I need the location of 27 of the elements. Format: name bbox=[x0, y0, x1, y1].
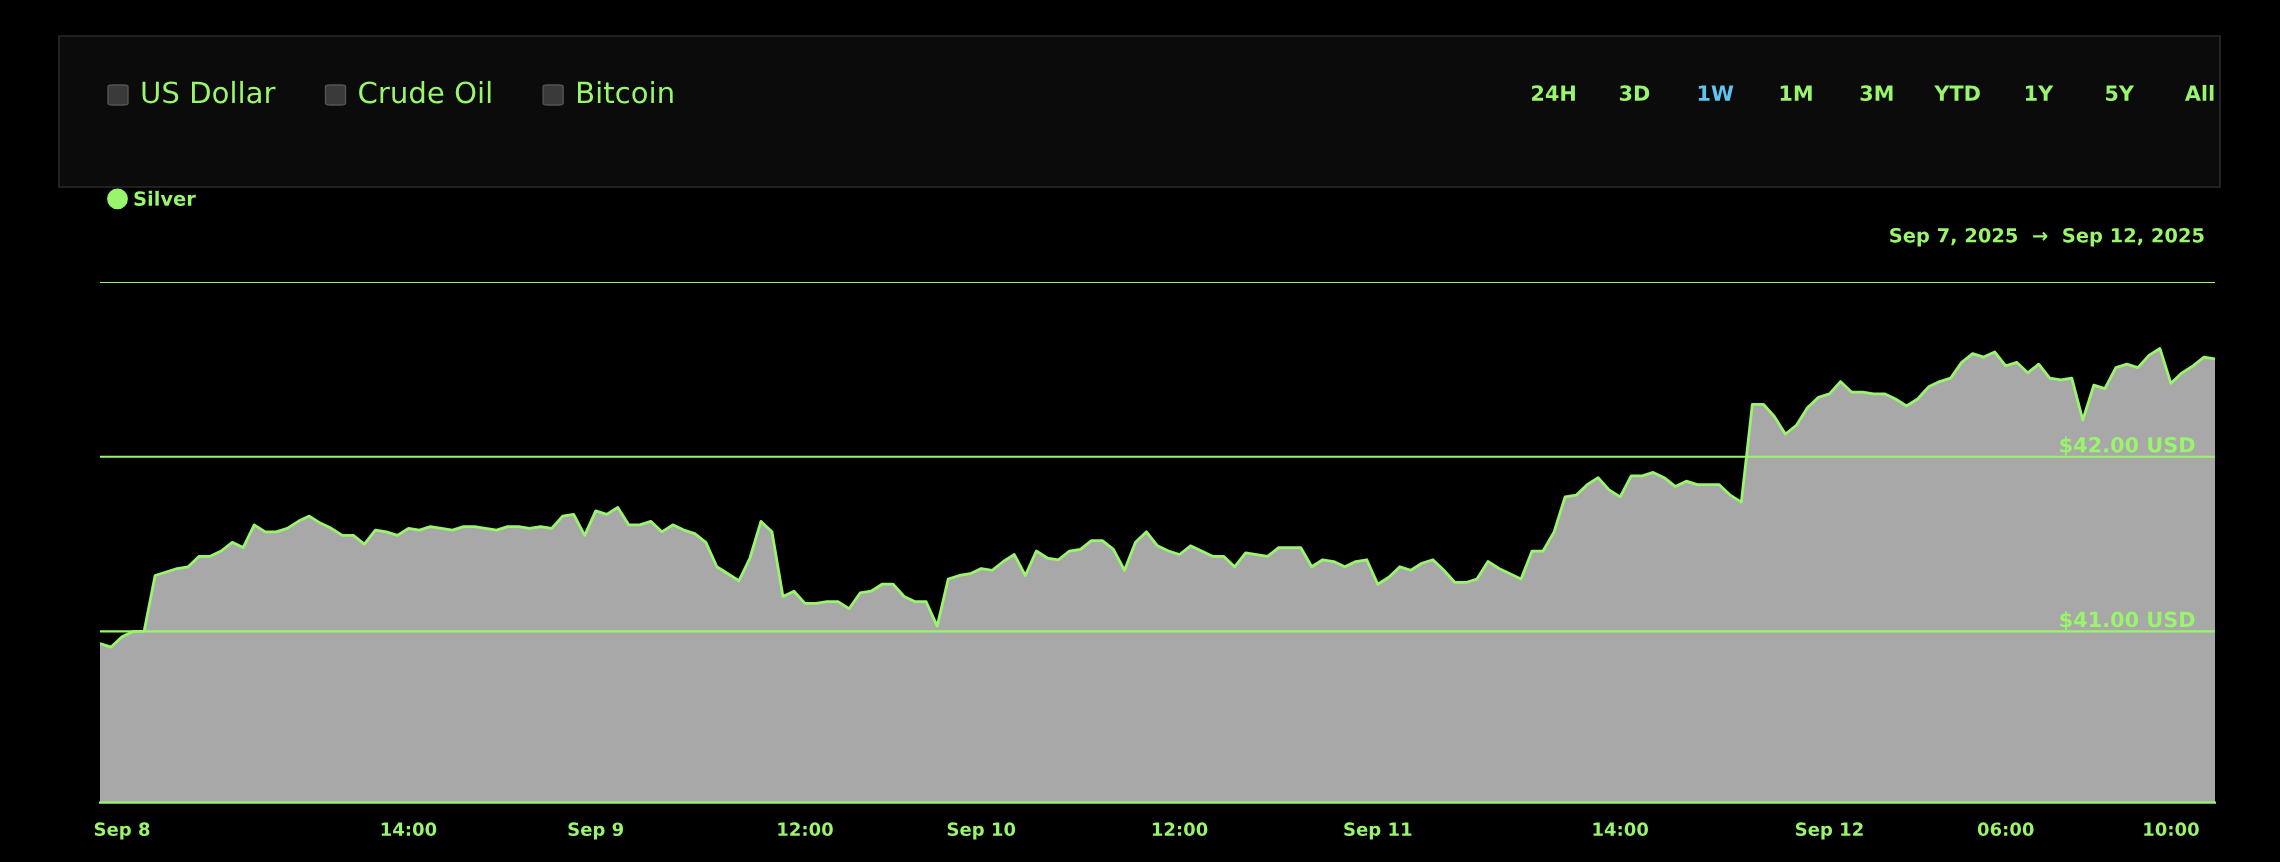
x-tick-label: Sep 9 bbox=[568, 822, 624, 840]
text: 1Y bbox=[2025, 85, 2054, 101]
text: Bitcoin bbox=[577, 80, 673, 104]
text: 3D bbox=[1619, 85, 1650, 102]
text: Crude Oil bbox=[359, 80, 491, 104]
text: All bbox=[2184, 84, 2214, 101]
x-tick-label: 12:00 bbox=[1152, 822, 1208, 837]
x-tick-label: 14:00 bbox=[1593, 822, 1649, 837]
y-tick-label: $42.00 USD bbox=[2060, 436, 2195, 456]
x-tick-label: 06:00 bbox=[1977, 822, 2034, 837]
x-tick-label: 10:00 bbox=[2144, 822, 2199, 837]
legend-label: Silver bbox=[134, 190, 196, 206]
text: 1M bbox=[1780, 85, 1812, 101]
x-tick-label: 14:00 bbox=[381, 822, 437, 837]
chart-subtitle: Sep 7, 2025 → Sep 12, 2025 bbox=[1890, 227, 2204, 247]
text: 5Y bbox=[2106, 85, 2135, 102]
x-tick-label: Sep 12 bbox=[1795, 822, 1863, 840]
text: US Dollar bbox=[142, 80, 276, 104]
x-tick-label: Sep 10 bbox=[947, 822, 1016, 840]
x-tick-label: 12:00 bbox=[778, 822, 833, 837]
x-tick-label: Sep 8 bbox=[94, 822, 150, 840]
text: 1W bbox=[1698, 85, 1734, 101]
text: 24H bbox=[1532, 85, 1575, 101]
x-tick-label: Sep 11 bbox=[1344, 822, 1412, 840]
y-tick-label: $41.00 USD bbox=[2060, 611, 2195, 631]
text: YTD bbox=[1934, 85, 1980, 101]
text: 3M bbox=[1860, 85, 1893, 102]
